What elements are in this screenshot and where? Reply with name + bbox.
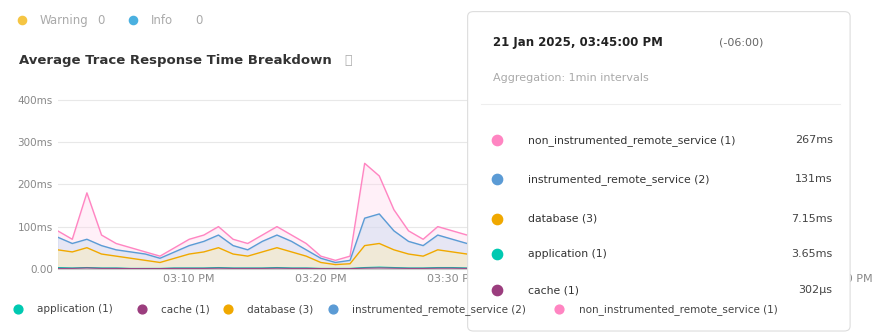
- Text: cache (1): cache (1): [527, 285, 579, 295]
- Text: 7.15ms: 7.15ms: [790, 214, 832, 223]
- FancyBboxPatch shape: [467, 12, 849, 331]
- Point: [489, 138, 503, 143]
- Text: 3.65ms: 3.65ms: [790, 249, 832, 259]
- Text: cache (1): cache (1): [161, 304, 210, 314]
- Text: 131ms: 131ms: [794, 174, 832, 184]
- Point: [551, 306, 565, 312]
- Point: [135, 306, 149, 312]
- Point: [221, 306, 235, 312]
- Text: Aggregation: 1min intervals: Aggregation: 1min intervals: [493, 74, 648, 83]
- Text: 0: 0: [97, 14, 105, 27]
- Text: ⓘ: ⓘ: [345, 54, 352, 68]
- Point: [567, 211, 581, 216]
- Point: [567, 264, 581, 270]
- Point: [489, 177, 503, 182]
- Text: (-06:00): (-06:00): [719, 38, 763, 48]
- Text: 21 Jan 2025, 03:45:00 PM: 21 Jan 2025, 03:45:00 PM: [493, 36, 662, 49]
- Text: database (3): database (3): [247, 304, 313, 314]
- Text: instrumented_remote_service (2): instrumented_remote_service (2): [527, 174, 709, 185]
- Text: 302μs: 302μs: [797, 285, 832, 295]
- Point: [489, 216, 503, 221]
- Text: non_instrumented_remote_service (1): non_instrumented_remote_service (1): [578, 304, 776, 314]
- Text: instrumented_remote_service (2): instrumented_remote_service (2): [352, 304, 525, 314]
- Point: [489, 288, 503, 293]
- Point: [567, 91, 581, 96]
- Point: [11, 306, 25, 312]
- Text: application (1): application (1): [37, 304, 113, 314]
- Point: [489, 252, 503, 257]
- Point: [325, 306, 339, 312]
- Text: Average Trace Response Time Breakdown: Average Trace Response Time Breakdown: [19, 54, 331, 68]
- Text: database (3): database (3): [527, 214, 596, 223]
- Text: 267ms: 267ms: [794, 135, 832, 145]
- Text: 0: 0: [195, 14, 202, 27]
- Text: application (1): application (1): [527, 249, 606, 259]
- Text: Warning: Warning: [40, 14, 89, 27]
- Text: non_instrumented_remote_service (1): non_instrumented_remote_service (1): [527, 135, 734, 146]
- Text: Info: Info: [151, 14, 173, 27]
